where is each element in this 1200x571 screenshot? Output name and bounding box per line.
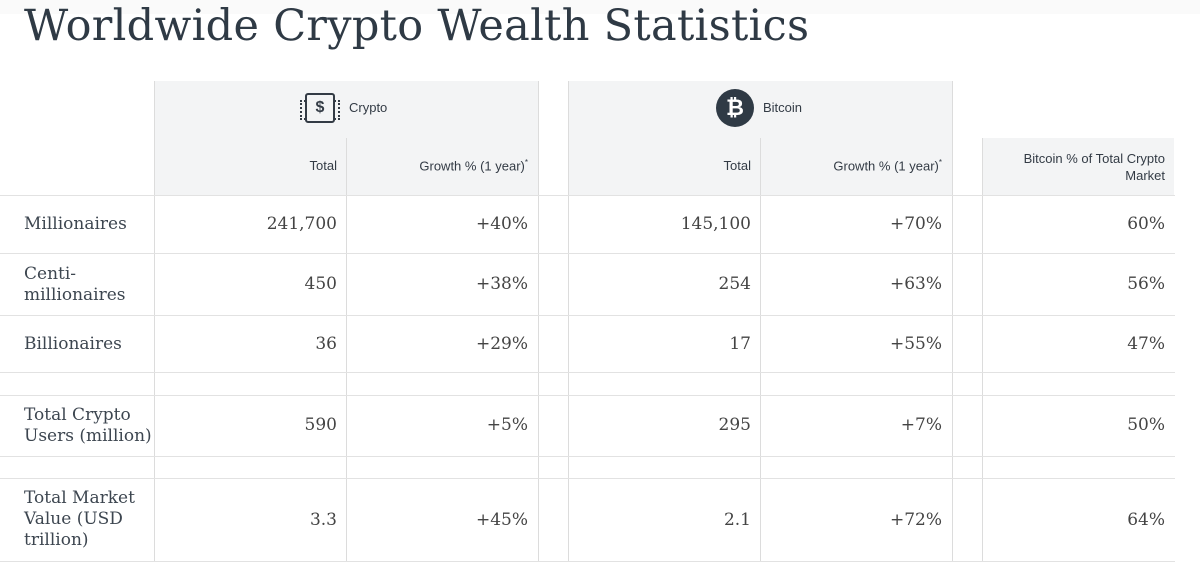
crypto-growth-header: Growth % (1 year)* [419, 158, 528, 174]
divider [538, 81, 539, 561]
share-column-header [983, 138, 1174, 195]
crypto-total-cell: 3.3 [309, 510, 337, 530]
row-divider [0, 478, 1175, 479]
row-divider [0, 195, 1175, 196]
bitcoin-total-cell: 254 [718, 274, 751, 294]
crypto-growth-cell: +5% [486, 415, 528, 435]
crypto-total-cell: 241,700 [266, 214, 337, 234]
divider [952, 81, 953, 561]
crypto-total-cell: 36 [315, 334, 337, 354]
bitcoin-growth-cell: +7% [900, 415, 942, 435]
bitcoin-growth-cell: +70% [889, 214, 942, 234]
bitcoin-growth-cell: +55% [889, 334, 942, 354]
row-divider [0, 395, 1175, 396]
bitcoin-total-cell: 295 [718, 415, 751, 435]
crypto-growth-cell: +40% [475, 214, 528, 234]
share-cell: 47% [1127, 334, 1165, 354]
crypto-total-cell: 590 [304, 415, 337, 435]
row-divider [0, 372, 1175, 373]
share-cell: 50% [1127, 415, 1165, 435]
row-label-centi-millionaires: Centi- millionaires [24, 264, 126, 305]
row-divider [0, 456, 1175, 457]
row-divider [0, 315, 1175, 316]
share-cell: 64% [1127, 510, 1165, 530]
crypto-group-label: Crypto [349, 100, 388, 115]
crypto-column-header [155, 138, 539, 195]
crypto-total-header: Total [309, 158, 337, 173]
bitcoin-total-cell: 17 [729, 334, 751, 354]
bitcoin-growth-cell: +63% [889, 274, 942, 294]
crypto-growth-cell: +38% [475, 274, 528, 294]
divider [760, 138, 761, 561]
bitcoin-column-header [569, 138, 953, 195]
row-label-total-crypto-users: Total Crypto Users (million) [24, 405, 152, 446]
crypto-chip-icon: $ [300, 93, 340, 123]
bitcoin-total-header: Total [723, 158, 751, 173]
divider [982, 138, 983, 561]
row-divider [0, 561, 1175, 562]
divider [346, 138, 347, 561]
row-label-billionaires: Billionaires [24, 334, 122, 354]
bitcoin-group-label: Bitcoin [763, 100, 803, 115]
bitcoin-growth-cell: +72% [889, 510, 942, 530]
divider [568, 81, 569, 561]
row-label-total-market-value: Total Market Value (USD trillion) [24, 488, 135, 550]
bitcoin-growth-header: Growth % (1 year)* [833, 158, 942, 174]
crypto-group-header [155, 81, 539, 138]
crypto-growth-cell: +29% [475, 334, 528, 354]
share-header: Bitcoin % of Total Crypto Market [1023, 151, 1165, 183]
top-strip [0, 0, 1200, 14]
crypto-growth-cell: +45% [475, 510, 528, 530]
page-title: Worldwide Crypto Wealth Statistics [24, 1, 810, 51]
share-cell: 60% [1127, 214, 1165, 234]
crypto-total-cell: 450 [304, 274, 337, 294]
bitcoin-group-header [569, 81, 952, 138]
divider [154, 81, 155, 561]
row-divider [0, 253, 1175, 254]
bitcoin-icon: ₿ [716, 89, 754, 127]
bitcoin-total-cell: 145,100 [680, 214, 751, 234]
row-label-millionaires: Millionaires [24, 214, 127, 234]
bitcoin-total-cell: 2.1 [723, 510, 751, 530]
share-cell: 56% [1127, 274, 1165, 294]
